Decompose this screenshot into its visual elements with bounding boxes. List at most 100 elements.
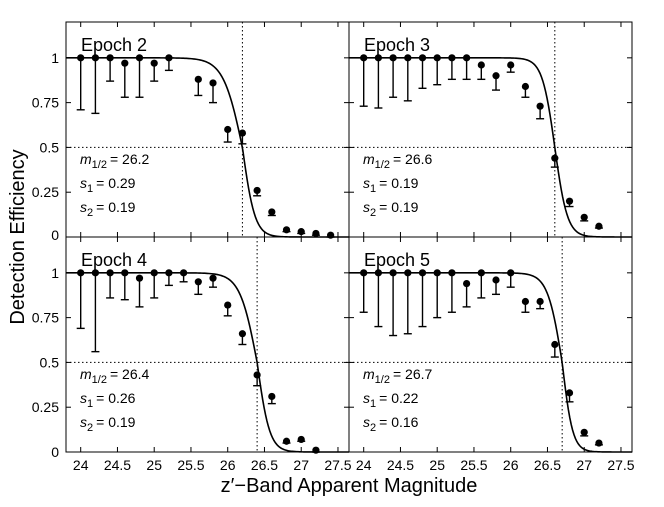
param-s2: s2 = 0.16 xyxy=(363,414,419,434)
x-tick-label: 25.5 xyxy=(460,457,487,473)
data-point xyxy=(507,61,515,69)
param-s2: s2 = 0.19 xyxy=(80,199,136,219)
data-point xyxy=(389,269,397,277)
data-point xyxy=(551,154,559,162)
panel-title: Epoch 4 xyxy=(81,250,147,270)
param-s1: s1 = 0.29 xyxy=(80,175,136,195)
data-point xyxy=(463,279,471,288)
x-tick-label: 26.5 xyxy=(534,457,561,473)
data-point xyxy=(580,428,588,436)
data-point xyxy=(238,129,247,137)
param-m-half: m1/2 = 26.6 xyxy=(363,151,432,171)
param-s1: s1 = 0.26 xyxy=(80,390,136,410)
x-tick-label: 27 xyxy=(576,457,592,473)
panel-title: Epoch 5 xyxy=(364,250,430,270)
data-point xyxy=(165,54,173,62)
x-tick-label: 25 xyxy=(146,457,162,473)
data-point xyxy=(492,276,500,284)
y-tick-label: 0.5 xyxy=(40,354,60,370)
param-m-half: m1/2 = 26.7 xyxy=(363,366,432,386)
x-tick-label: 26 xyxy=(220,457,236,473)
data-point xyxy=(418,269,427,277)
x-tick-label: 24.5 xyxy=(387,457,414,473)
data-point xyxy=(536,102,544,110)
data-point xyxy=(297,435,305,444)
x-tick-label: 27.5 xyxy=(324,457,351,473)
data-point xyxy=(194,75,202,83)
data-point xyxy=(595,222,603,230)
param-s2: s2 = 0.19 xyxy=(363,199,419,219)
param-s1: s1 = 0.22 xyxy=(363,390,419,410)
data-point xyxy=(312,229,320,238)
data-point xyxy=(312,446,320,454)
data-point xyxy=(418,54,427,62)
x-axis-label: z′−Band Apparent Magnitude xyxy=(221,475,478,497)
param-m-half: m1/2 = 26.4 xyxy=(80,366,149,386)
panel-title: Epoch 2 xyxy=(81,35,147,55)
data-point xyxy=(77,54,85,62)
data-point xyxy=(282,226,291,234)
data-point xyxy=(507,269,515,277)
data-point xyxy=(360,269,368,277)
data-point xyxy=(282,437,291,445)
data-point xyxy=(374,269,383,277)
data-point xyxy=(224,301,232,309)
x-tick-label: 27 xyxy=(293,457,309,473)
data-point xyxy=(374,54,383,62)
data-point xyxy=(194,278,202,286)
data-point xyxy=(209,79,217,87)
data-point xyxy=(360,54,368,62)
y-tick-label: 1 xyxy=(51,265,59,281)
x-tick-label: 25 xyxy=(429,457,445,473)
data-point xyxy=(477,269,485,277)
data-point xyxy=(433,54,441,62)
x-tick-label: 24 xyxy=(356,457,372,473)
data-point xyxy=(268,392,276,401)
y-tick-label: 0 xyxy=(51,444,59,460)
data-point xyxy=(492,72,500,80)
x-tick-label: 27.5 xyxy=(607,457,634,473)
data-point xyxy=(150,59,158,67)
data-point xyxy=(91,54,100,62)
data-point xyxy=(448,54,456,62)
x-tick-label: 26 xyxy=(503,457,519,473)
data-point xyxy=(327,231,335,239)
panel-title: Epoch 3 xyxy=(364,35,430,55)
data-point xyxy=(565,389,574,397)
data-point xyxy=(253,371,261,379)
data-point xyxy=(224,125,232,134)
data-point xyxy=(521,82,530,91)
param-m-half: m1/2 = 26.2 xyxy=(80,151,149,171)
data-point xyxy=(165,269,173,277)
data-point xyxy=(521,297,530,306)
y-axis-label: Detection Efficiency xyxy=(7,149,29,324)
data-point xyxy=(389,54,397,62)
data-point xyxy=(77,269,85,277)
data-point xyxy=(536,297,544,306)
data-point xyxy=(433,269,441,277)
y-tick-label: 0.25 xyxy=(32,184,59,200)
x-tick-label: 25.5 xyxy=(177,457,204,473)
data-point xyxy=(121,269,129,277)
param-s2: s2 = 0.19 xyxy=(80,414,136,434)
param-s1: s1 = 0.19 xyxy=(363,175,419,195)
data-point xyxy=(209,274,217,282)
data-point xyxy=(565,197,574,205)
data-point xyxy=(595,439,603,447)
data-point xyxy=(91,269,100,277)
x-tick-label: 26.5 xyxy=(251,457,278,473)
y-tick-label: 0.75 xyxy=(32,310,59,326)
x-tick-label: 24.5 xyxy=(104,457,131,473)
y-tick-label: 0.25 xyxy=(32,399,59,415)
data-point xyxy=(106,269,114,277)
data-point xyxy=(580,213,588,221)
y-tick-label: 0.5 xyxy=(40,139,60,155)
data-point xyxy=(106,54,114,62)
data-point xyxy=(297,228,305,236)
data-point xyxy=(448,269,456,277)
data-point xyxy=(135,54,144,62)
data-point xyxy=(121,59,129,67)
data-point xyxy=(551,340,559,349)
